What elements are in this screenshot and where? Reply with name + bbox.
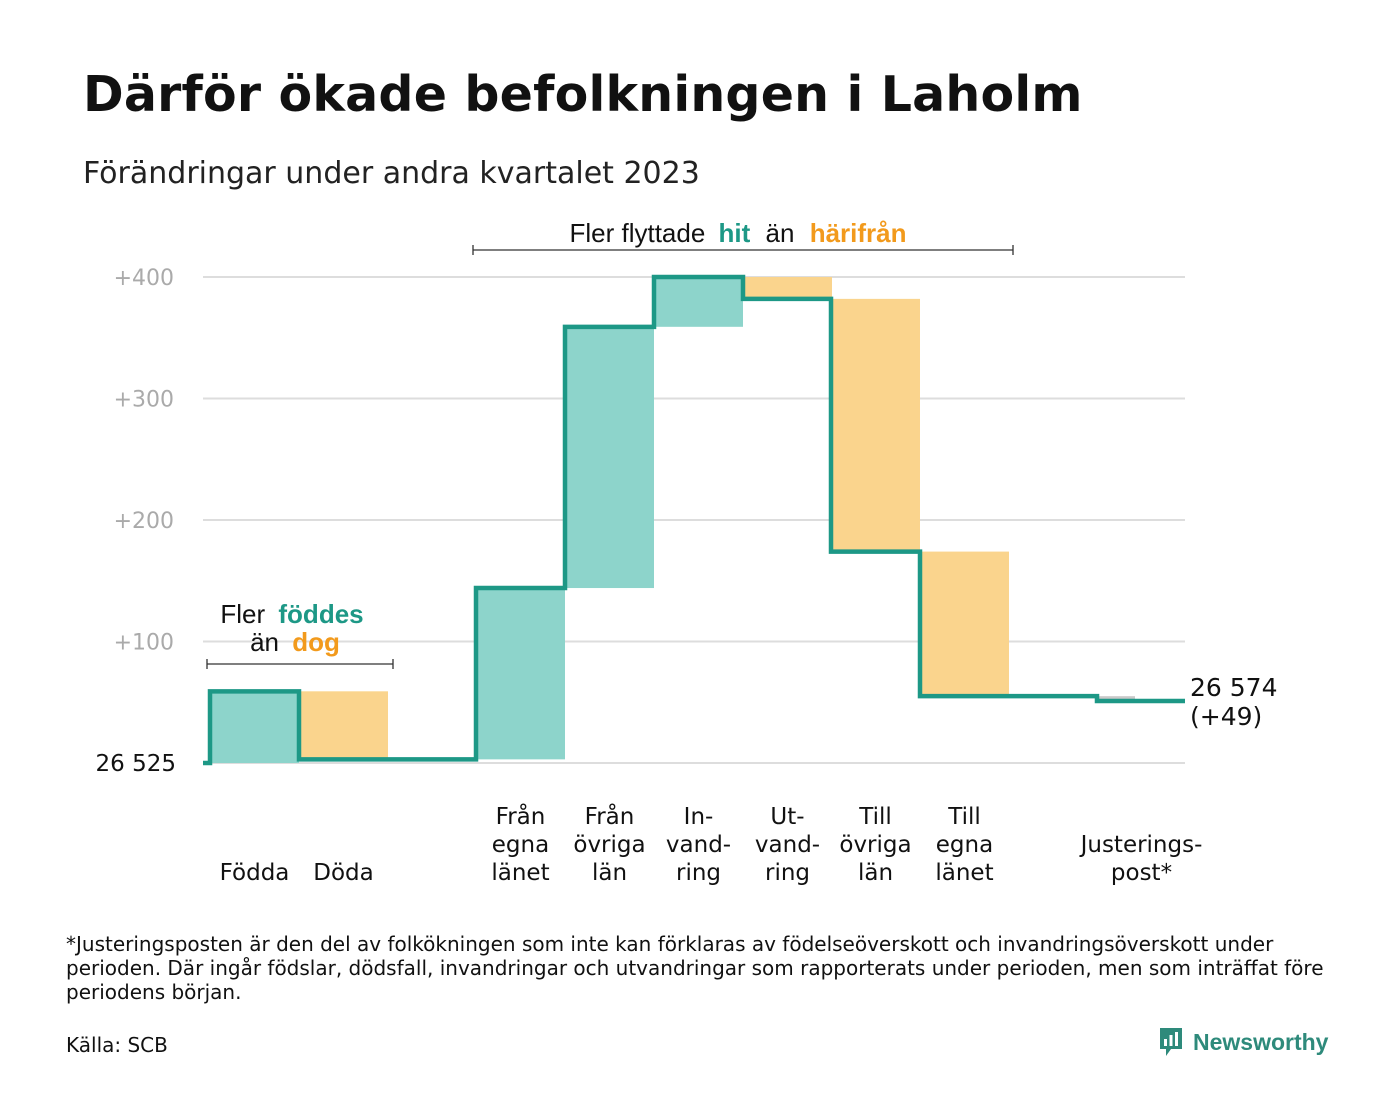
x-category-label-line: vand- <box>755 832 820 858</box>
annotation-births-pre: Fler <box>220 599 265 629</box>
x-category-label: Till övriga län <box>839 804 911 886</box>
end-value-label: 26 574 (+49) <box>1190 673 1277 731</box>
x-category-label-line: ring <box>765 860 810 886</box>
x-category-label-line: ring <box>676 860 721 886</box>
chart-subtitle: Förändringar under andra kvartalet 2023 <box>83 156 700 191</box>
x-category-label-line: Till <box>947 804 981 830</box>
x-category-label: Justerings-post* <box>1079 832 1203 886</box>
x-category-label-line: Ut- <box>770 804 804 830</box>
x-category-label-line: övriga <box>573 832 645 858</box>
x-category-label-line: vand- <box>666 832 731 858</box>
x-category-label-line: län <box>592 860 627 886</box>
bar-1 <box>210 691 299 763</box>
x-category-label-line: Från <box>585 802 635 830</box>
bar-4 <box>565 326 654 589</box>
end-value-label-line: 26 574 <box>1190 673 1277 702</box>
x-category-label-line: Från <box>496 802 546 830</box>
x-category-label: Döda <box>313 860 373 886</box>
bar-7 <box>831 298 920 552</box>
annotation-migration-bracket <box>472 245 1014 255</box>
annotation-migration-mid: än <box>766 218 795 248</box>
end-value-label-line: (+49) <box>1190 702 1262 731</box>
chart-title: Därför ökade befolkningen i Laholm <box>83 66 1083 123</box>
annotation-births-line2: än dog <box>250 627 340 657</box>
annotation-migration-pre: Fler flyttade <box>569 218 705 248</box>
step-line <box>203 274 1185 766</box>
brand-name: Newsworthy <box>1193 1028 1329 1055</box>
x-category-label: Till egna länet <box>935 804 993 886</box>
x-category-label-line: Födda <box>220 860 290 886</box>
bars <box>210 277 1135 763</box>
annotation-births: Fler föddes än dog <box>206 599 394 669</box>
annotation-migration-text: Fler flyttade hit än härifrån <box>569 218 906 248</box>
bar-9 <box>1097 696 1135 702</box>
bar-6 <box>743 277 832 299</box>
x-category-label-line: länet <box>935 860 993 886</box>
annotation-migration: Fler flyttade hit än härifrån <box>472 218 1014 255</box>
x-category-label: Från egna länet <box>491 802 549 886</box>
annotation-migration-highlight: hit <box>719 218 751 248</box>
y-tick-label: +400 <box>114 266 174 291</box>
annotation-births-highlight: föddes <box>278 599 363 629</box>
brand-logo: Newsworthy <box>1158 1026 1328 1058</box>
annotation-births-bracket <box>206 659 394 669</box>
x-category-label: Födda <box>220 860 290 886</box>
x-category-label-line: egna <box>936 832 993 858</box>
x-category-label-line: övriga <box>839 832 911 858</box>
annotation-births-mid: än <box>250 627 279 657</box>
bar-2 <box>299 691 388 760</box>
x-category-label-line: Till <box>858 804 892 830</box>
x-category-label-line: Justerings- <box>1079 832 1203 858</box>
annotation-births-highlight2: dog <box>292 627 340 657</box>
start-value-label: 26 525 <box>96 751 176 777</box>
x-category-label: Från övriga län <box>573 802 645 886</box>
annotation-migration-highlight2: härifrån <box>810 218 907 248</box>
x-category-label-line: Döda <box>313 860 373 886</box>
y-tick-label: +200 <box>114 509 174 534</box>
bar-5 <box>654 277 743 327</box>
x-category-label: Ut-vand-ring <box>755 804 820 886</box>
annotation-births-line1: Fler föddes <box>220 599 363 629</box>
bar-3 <box>476 588 565 760</box>
x-category-label-line: län <box>858 860 893 886</box>
bar-8 <box>920 551 1009 697</box>
y-tick-label: +300 <box>114 388 174 413</box>
footnote: *Justeringsposten är den del av folkökni… <box>66 932 1324 1004</box>
x-category-label-line: länet <box>491 860 549 886</box>
x-category-label-line: In- <box>684 804 714 830</box>
x-category-label-line: egna <box>492 832 549 858</box>
y-tick-label: +100 <box>114 631 174 656</box>
x-category-label-line: post* <box>1111 860 1172 886</box>
source-label: Källa: SCB <box>66 1033 168 1057</box>
x-category-label: In-vand-ring <box>666 804 731 886</box>
running-total-line <box>203 274 1185 766</box>
bar-chart-speech-icon <box>1160 1028 1182 1056</box>
grid-lines <box>203 276 1185 764</box>
